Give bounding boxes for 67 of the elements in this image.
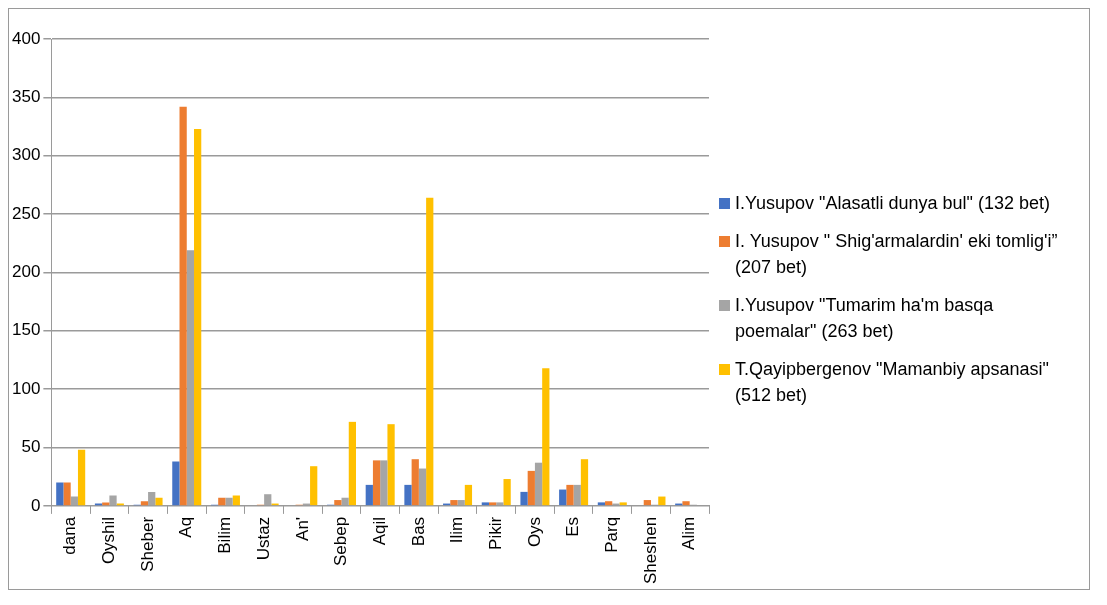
bar [372, 460, 381, 506]
bar [559, 489, 567, 506]
x-tick-label: Aqil [369, 516, 389, 546]
bar [464, 484, 473, 506]
x-tick-label: Alim [679, 516, 699, 550]
bar [481, 502, 489, 506]
y-tick-label: 0 [30, 495, 41, 515]
bar [503, 479, 511, 506]
bar [404, 484, 412, 506]
x-tick-label: Pikir [485, 516, 505, 550]
legend-label: I. Yusupov " Shig'armalardin' eki tomlig'i” (207 bet) [735, 230, 1059, 279]
bar [527, 470, 535, 506]
bar [658, 496, 666, 506]
bar [310, 466, 318, 506]
bar [218, 497, 226, 506]
bar [542, 368, 550, 506]
y-tick-label: 200 [11, 262, 41, 282]
bar [77, 449, 86, 506]
legend-label: I.Yusupov "Tumarim ha'm basqa poemalar" (263 bet) [735, 294, 995, 343]
bar [102, 502, 110, 506]
x-tick-label: Ustaz [253, 516, 273, 561]
y-tick-label: 250 [11, 203, 41, 223]
y-tick-label: 150 [11, 320, 41, 340]
bar [682, 501, 690, 506]
bar [566, 484, 574, 506]
bar [155, 497, 163, 506]
y-tick-label: 400 [11, 28, 41, 48]
bar [411, 459, 419, 506]
x-tick-label: Sheshen [640, 516, 660, 585]
x-tick-label: dana [60, 516, 80, 555]
x-tick-label: Bilim [215, 516, 235, 554]
bar [488, 502, 497, 506]
bar [172, 461, 180, 506]
bar [334, 500, 342, 506]
x-tick-label: Oys [524, 516, 544, 548]
legend-label: I.Yusupov "Alasatli dunya bul" (132 bet) [735, 192, 1050, 215]
bar [450, 500, 458, 506]
y-tick-label: 50 [21, 437, 41, 457]
y-tick-label: 350 [11, 87, 41, 107]
bar [619, 502, 627, 506]
bar [56, 482, 64, 506]
x-tick-label: Oyshil [99, 516, 119, 565]
bar [643, 500, 651, 506]
bar [426, 197, 434, 506]
bar [232, 495, 240, 506]
bar [179, 106, 187, 506]
bar [520, 491, 528, 506]
x-tick-label: Sebep [331, 516, 351, 567]
x-tick-label: Parq [601, 516, 621, 553]
y-tick-label: 300 [11, 145, 41, 165]
bar [387, 424, 395, 506]
bar [580, 459, 589, 506]
bar [194, 128, 202, 506]
y-tick-label: 100 [11, 378, 41, 398]
bar [348, 421, 356, 506]
x-tick-label: Bas [408, 516, 428, 547]
x-tick-label: An' [292, 516, 312, 541]
bar [140, 501, 149, 506]
x-tick-label: Sheber [137, 516, 157, 572]
x-tick-label: Es [563, 516, 583, 537]
x-tick-label: Ilim [447, 516, 467, 544]
bar [597, 502, 606, 506]
bar [365, 484, 373, 506]
legend-label: T.Qayipbergenov "Mamanbiy apsanasi" (512 bet) [735, 358, 1050, 407]
bar [63, 482, 71, 506]
bar [605, 501, 613, 506]
x-tick-label: Aq [176, 516, 196, 538]
